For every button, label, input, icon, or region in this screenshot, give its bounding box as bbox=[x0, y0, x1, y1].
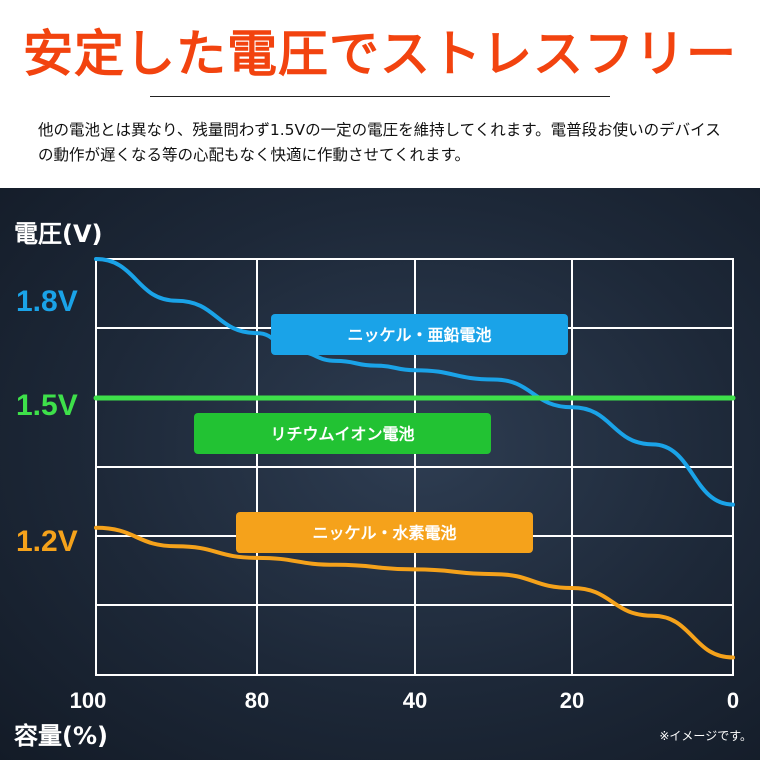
page-title: 安定した電圧でストレスフリー bbox=[23, 25, 737, 83]
x-tick-label: 100 bbox=[70, 688, 107, 713]
y-tick-label: 1.8V bbox=[16, 285, 78, 318]
x-tick-label: 20 bbox=[560, 688, 584, 713]
series-line bbox=[94, 257, 735, 507]
x-axis-label: 容量(%) bbox=[14, 722, 108, 750]
divider bbox=[150, 96, 610, 97]
series-line bbox=[94, 525, 735, 660]
legend-box bbox=[236, 512, 533, 553]
legend-box bbox=[194, 413, 491, 454]
legend-label: リチウムイオン電池 bbox=[270, 425, 414, 444]
description: 他の電池とは異なり、残量問わず1.5Vの一定の電圧を維持してくれます。電普段お使… bbox=[38, 121, 721, 164]
image-note: ※イメージです。 bbox=[659, 729, 752, 743]
chart-panel bbox=[0, 188, 760, 760]
x-tick-label: 80 bbox=[245, 688, 269, 713]
x-tick-label: 0 bbox=[727, 688, 739, 713]
legend-label: ニッケル・水素電池 bbox=[312, 524, 456, 543]
x-tick-label: 40 bbox=[403, 688, 427, 713]
legend-label: ニッケル・亜鉛電池 bbox=[347, 326, 491, 345]
legend-box bbox=[271, 314, 568, 355]
y-tick-label: 1.2V bbox=[16, 525, 78, 558]
header: 安定した電圧でストレスフリー 他の電池とは異なり、残量問わず1.5Vの一定の電圧… bbox=[0, 0, 760, 188]
y-axis-label: 電圧(V) bbox=[14, 220, 103, 248]
y-tick-label: 1.5V bbox=[16, 389, 78, 422]
